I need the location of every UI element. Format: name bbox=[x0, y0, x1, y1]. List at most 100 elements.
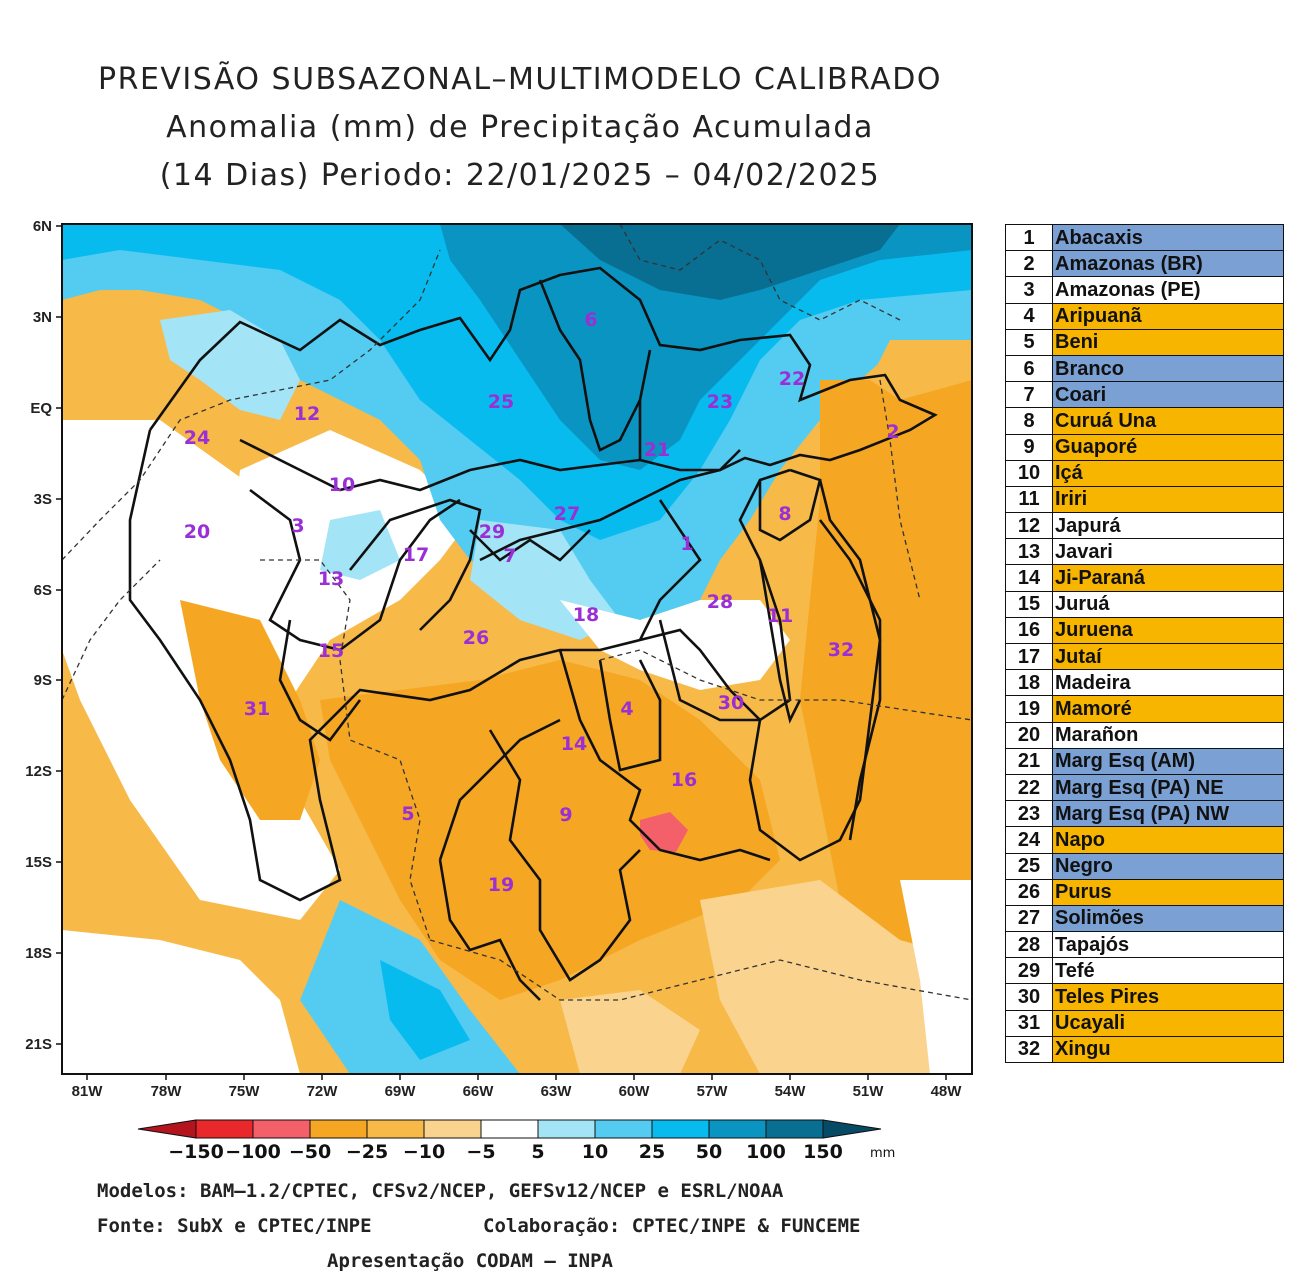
basin-number: 29 bbox=[479, 521, 505, 543]
legend-basin-name: Guaporé bbox=[1052, 433, 1284, 461]
colorbar-segment bbox=[594, 1119, 653, 1139]
legend-basin-name: Madeira bbox=[1052, 669, 1284, 697]
colorbar-segment bbox=[195, 1119, 254, 1139]
legend-basin-name: Aripuanã bbox=[1052, 302, 1284, 330]
legend-basin-number: 7 bbox=[1005, 381, 1053, 409]
colorbar-tick-label: 5 bbox=[531, 1141, 544, 1163]
legend-basin-number: 31 bbox=[1005, 1009, 1053, 1037]
legend-basin-number: 24 bbox=[1005, 826, 1053, 854]
legend-basin-name: Napo bbox=[1052, 826, 1284, 854]
lon-label: 54W bbox=[775, 1083, 807, 1100]
lon-label: 66W bbox=[463, 1083, 495, 1100]
legend-basin-name: Abacaxis bbox=[1052, 223, 1284, 252]
legend-basin-number: 26 bbox=[1005, 878, 1053, 906]
legend-row: 30 Teles Pires bbox=[1005, 983, 1284, 1011]
lat-label: 21S bbox=[25, 1036, 52, 1053]
legend-basin-number: 13 bbox=[1005, 538, 1053, 566]
basin-legend-table: 1 Abacaxis 2 Amazonas (BR) 3 Amazonas (PE) 4 Ar… bbox=[1005, 223, 1284, 1064]
basin-number: 30 bbox=[718, 692, 744, 714]
legend-basin-number: 6 bbox=[1005, 354, 1053, 383]
basin-number: 11 bbox=[767, 605, 793, 627]
lat-label: EQ bbox=[30, 400, 52, 417]
colorbar-segment bbox=[252, 1119, 311, 1139]
basin-number: 23 bbox=[707, 391, 733, 413]
colorbar-tick-label: 50 bbox=[696, 1141, 722, 1163]
footer-models: Modelos: BAM–1.2/CPTEC, CFSv2/NCEP, GEFS… bbox=[97, 1180, 784, 1202]
basin-number: 22 bbox=[779, 368, 805, 390]
basin-number: 18 bbox=[573, 604, 599, 626]
legend-row: 29 Tefé bbox=[1005, 957, 1284, 985]
legend-row: 7 Coari bbox=[1005, 381, 1284, 409]
legend-row: 22 Marg Esq (PA) NE bbox=[1005, 773, 1284, 802]
legend-basin-number: 2 bbox=[1005, 250, 1053, 278]
legend-basin-number: 23 bbox=[1005, 800, 1053, 828]
legend-row: 6 Branco bbox=[1005, 354, 1284, 383]
basin-number: 12 bbox=[294, 403, 320, 425]
legend-basin-number: 10 bbox=[1005, 459, 1053, 487]
basin-number: 21 bbox=[644, 439, 670, 461]
colorbar-tick-label: 150 bbox=[803, 1141, 843, 1163]
colorbar-tick-label: −150 bbox=[168, 1141, 224, 1163]
lat-label: 6S bbox=[34, 582, 52, 599]
lat-label: 12S bbox=[25, 763, 52, 780]
legend-row: 12 Japurá bbox=[1005, 512, 1284, 540]
lon-label: 48W bbox=[931, 1083, 963, 1100]
basin-number: 20 bbox=[184, 521, 210, 543]
legend-basin-number: 27 bbox=[1005, 904, 1053, 933]
lon-label: 63W bbox=[541, 1083, 573, 1100]
legend-row: 21 Marg Esq (AM) bbox=[1005, 747, 1284, 775]
basin-number: 19 bbox=[488, 874, 514, 896]
legend-row: 11 Iriri bbox=[1005, 485, 1284, 514]
legend-basin-number: 15 bbox=[1005, 590, 1053, 618]
legend-row: 19 Mamoré bbox=[1005, 695, 1284, 723]
legend-row: 1 Abacaxis bbox=[1005, 223, 1284, 252]
legend-basin-number: 11 bbox=[1005, 485, 1053, 514]
basin-number: 8 bbox=[778, 503, 791, 525]
basin-number: 15 bbox=[318, 640, 344, 662]
basin-number: 10 bbox=[329, 474, 355, 496]
lon-label: 60W bbox=[619, 1083, 651, 1100]
colorbar-segment bbox=[480, 1119, 539, 1139]
basin-number: 14 bbox=[561, 733, 587, 755]
legend-basin-name: Coari bbox=[1052, 381, 1284, 409]
colorbar-tick-label: −25 bbox=[346, 1141, 388, 1163]
colorbar-unit: mm bbox=[870, 1146, 895, 1161]
footer-source: Fonte: SubX e CPTEC/INPE bbox=[97, 1215, 372, 1237]
colorbar-segment bbox=[137, 1119, 197, 1139]
basin-number: 7 bbox=[503, 545, 516, 567]
colorbar-tick-label: −100 bbox=[225, 1141, 281, 1163]
basin-number: 9 bbox=[559, 804, 572, 826]
basin-number: 5 bbox=[401, 803, 414, 825]
legend-basin-name: Branco bbox=[1052, 354, 1284, 383]
basin-number: 4 bbox=[620, 698, 633, 720]
colorbar-segment bbox=[708, 1119, 767, 1139]
legend-basin-name: Curuá Una bbox=[1052, 407, 1284, 435]
basin-number: 32 bbox=[828, 639, 854, 661]
lat-label: 6N bbox=[33, 218, 52, 235]
colorbar-segment bbox=[309, 1119, 368, 1139]
colorbar-tick-label: −50 bbox=[289, 1141, 331, 1163]
colorbar-segment bbox=[822, 1119, 882, 1139]
map-title-line2: Anomalia (mm) de Precipitação Acumulada bbox=[166, 110, 874, 145]
legend-basin-name: Juruá bbox=[1052, 590, 1284, 618]
legend-basin-number: 20 bbox=[1005, 721, 1053, 749]
legend-basin-name: Xingu bbox=[1052, 1035, 1284, 1064]
legend-basin-number: 28 bbox=[1005, 931, 1053, 959]
legend-basin-number: 4 bbox=[1005, 302, 1053, 330]
legend-basin-number: 12 bbox=[1005, 512, 1053, 540]
legend-basin-name: Tefé bbox=[1052, 957, 1284, 985]
legend-basin-number: 17 bbox=[1005, 642, 1053, 671]
legend-basin-name: Japurá bbox=[1052, 512, 1284, 540]
legend-basin-name: Tapajós bbox=[1052, 931, 1284, 959]
axis-ticks bbox=[56, 225, 947, 1080]
colorbar-segment bbox=[423, 1119, 482, 1139]
legend-basin-name: Beni bbox=[1052, 328, 1284, 356]
lon-label: 51W bbox=[853, 1083, 885, 1100]
legend-row: 14 Ji-Paraná bbox=[1005, 564, 1284, 592]
legend-row: 20 Marañon bbox=[1005, 721, 1284, 749]
legend-basin-number: 21 bbox=[1005, 747, 1053, 775]
colorbar-tick-label: −5 bbox=[466, 1141, 495, 1163]
basin-number: 26 bbox=[463, 627, 489, 649]
colorbar-segment bbox=[366, 1119, 425, 1139]
lat-label: 3N bbox=[33, 309, 52, 326]
